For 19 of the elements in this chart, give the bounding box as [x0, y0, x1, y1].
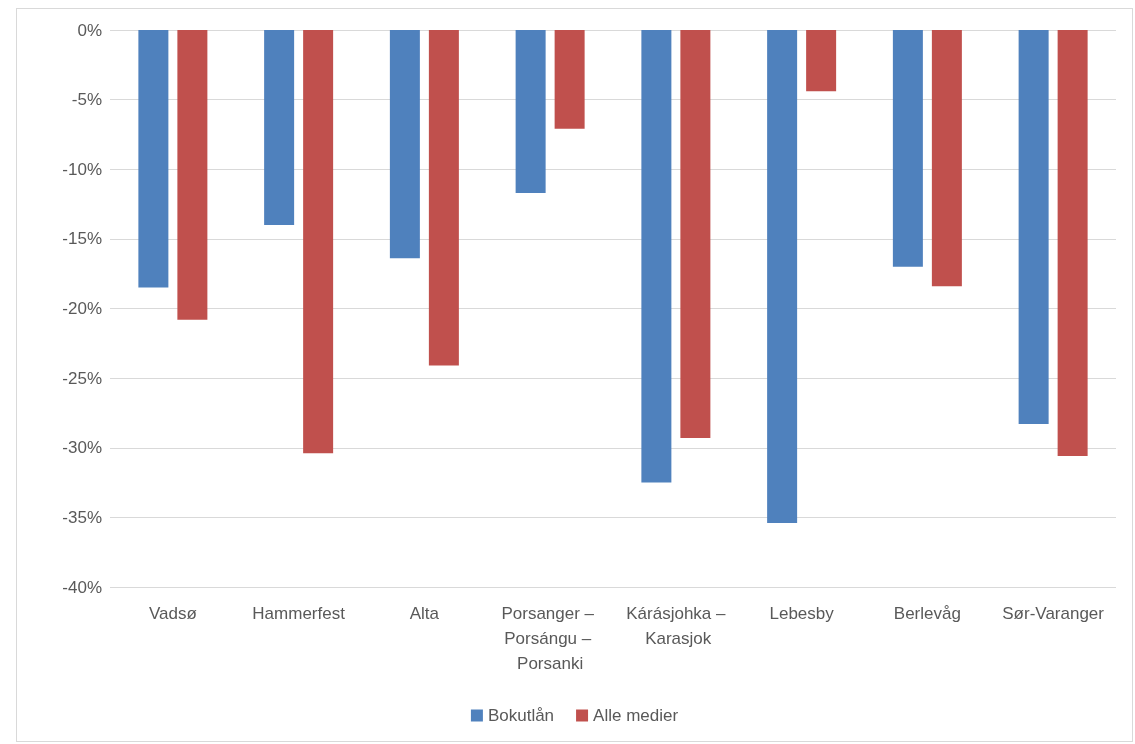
x-tick-label: Berlevåg: [893, 604, 961, 623]
x-tick-label: Porsanger – Porsángu – Porsanki: [501, 604, 599, 673]
y-tick-label: -20%: [62, 299, 102, 318]
x-tick-label: Lebesby: [769, 604, 835, 623]
y-tick-label: -35%: [62, 507, 102, 527]
legend-label: Alle medier: [593, 706, 679, 725]
x-tick-label: Sør-Varanger: [1002, 604, 1105, 623]
y-tick-label: -40%: [62, 577, 102, 597]
y-tick-label: -30%: [62, 438, 102, 458]
y-tick-label: -25%: [62, 368, 102, 388]
y-tick-label: 0%: [77, 20, 102, 40]
x-tick-label: Hammerfest: [252, 604, 346, 623]
x-tick-label: Vadsø: [148, 604, 197, 623]
legend-label: Bokutlån: [487, 706, 555, 725]
x-tick-label: Kárásjohka – Karasjok: [626, 604, 727, 648]
y-tick-label: -5%: [71, 90, 102, 110]
y-tick-label: -15%: [62, 229, 102, 249]
x-tick-label: Alta: [409, 604, 440, 623]
y-tick-label: -10%: [62, 159, 102, 179]
